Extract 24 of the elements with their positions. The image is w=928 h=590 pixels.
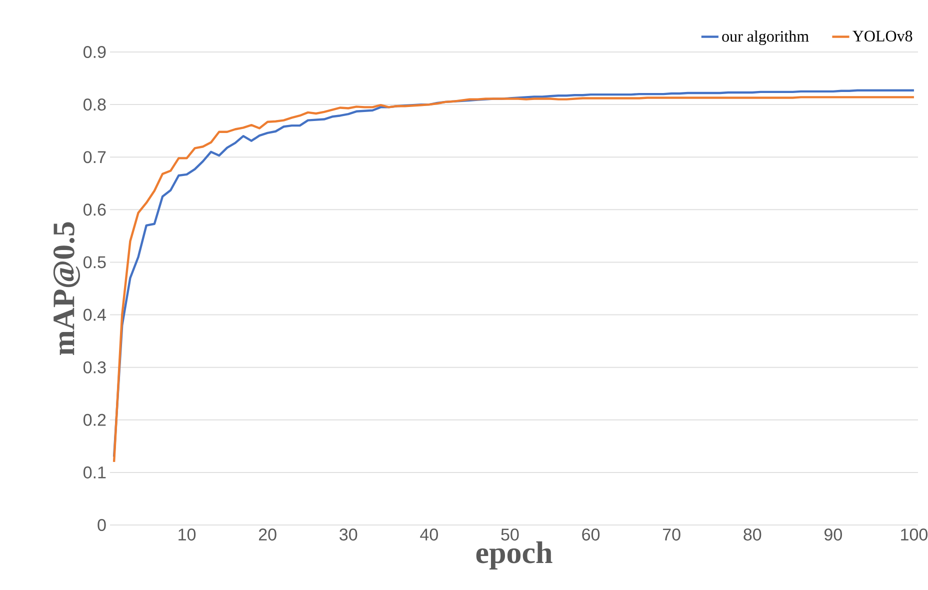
y-tick-label: 0.2 xyxy=(84,414,106,426)
x-tick-label: 100 xyxy=(901,528,928,541)
y-axis-title: mAP@0.5 xyxy=(53,222,80,356)
x-tick-label: 30 xyxy=(340,528,358,541)
y-tick-label: 0.1 xyxy=(84,466,106,478)
x-tick-label: 60 xyxy=(582,528,600,541)
legend-label: our algorithm xyxy=(722,30,809,46)
y-tick-label: 0.5 xyxy=(84,256,106,268)
y-tick-label: 0.3 xyxy=(84,361,106,374)
y-tick-label: 0.9 xyxy=(84,46,106,58)
x-tick-label: 40 xyxy=(420,528,438,541)
y-tick-label: 0.8 xyxy=(84,98,106,111)
x-tick-label: 20 xyxy=(258,528,276,541)
y-tick-label: 0 xyxy=(98,518,106,532)
x-tick-label: 90 xyxy=(824,528,842,541)
y-tick-label: 0.7 xyxy=(84,151,106,164)
legend-label: YOLOv8 xyxy=(852,30,912,42)
x-tick-label: 10 xyxy=(178,528,196,541)
x-tick-label: 50 xyxy=(501,528,519,541)
x-tick-label: 70 xyxy=(662,528,680,541)
x-tick-label: 80 xyxy=(744,528,762,541)
y-tick-label: 0.6 xyxy=(84,204,106,216)
y-tick-label: 0.4 xyxy=(84,308,106,321)
x-axis-title: epoch xyxy=(476,541,552,570)
